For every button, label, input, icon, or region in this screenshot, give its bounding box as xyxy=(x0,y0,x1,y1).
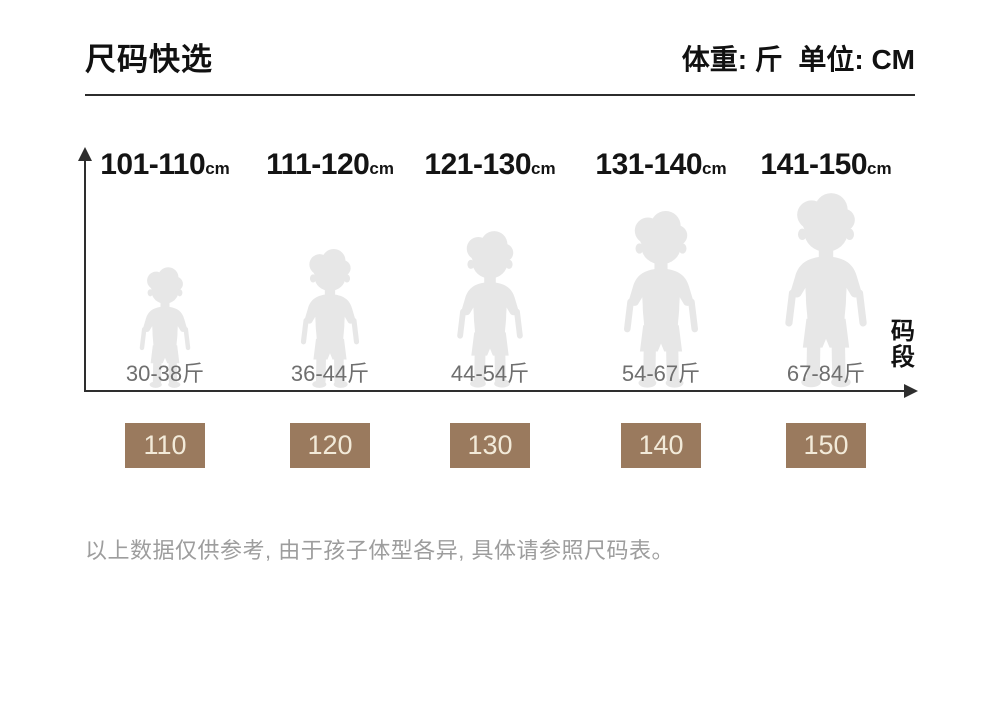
weight-range-label: 44-54斤 xyxy=(450,361,530,386)
weight-range-label: 54-67斤 xyxy=(621,361,701,386)
height-range-value: 121-130 xyxy=(424,148,532,181)
y-axis-arrow-up-icon xyxy=(78,147,92,161)
size-column: 101-110cm 30-38斤 110 xyxy=(85,140,245,480)
size-button[interactable]: 120 xyxy=(290,423,370,468)
header-divider xyxy=(85,94,915,96)
x-axis-label: 码段 xyxy=(886,318,914,370)
x-axis-arrow-right-icon xyxy=(904,384,918,398)
height-range-value: 111-120 xyxy=(266,148,370,181)
y-axis-line xyxy=(84,160,86,391)
weight-range-label: 36-44斤 xyxy=(290,361,370,386)
weight-range-label: 67-84斤 xyxy=(786,361,866,386)
size-button[interactable]: 140 xyxy=(621,423,701,468)
size-button[interactable]: 110 xyxy=(125,423,205,468)
height-unit-label: cm xyxy=(205,159,230,178)
size-column: 131-140cm 54-67斤 140 xyxy=(581,140,741,480)
height-range-label: 141-150cm xyxy=(746,148,906,182)
page-title: 尺码快选 xyxy=(85,42,213,77)
height-range-value: 131-140 xyxy=(595,148,703,181)
height-range-label: 101-110cm xyxy=(85,148,245,182)
height-range-value: 101-110 xyxy=(100,148,206,181)
size-button[interactable]: 150 xyxy=(786,423,866,468)
height-range-value: 141-150 xyxy=(760,148,868,181)
height-unit-label: cm xyxy=(867,159,892,178)
height-unit-label: cm xyxy=(369,159,394,178)
height-range-label: 111-120cm xyxy=(250,148,410,182)
size-column: 111-120cm 36-44斤 120 xyxy=(250,140,410,480)
weight-range-label: 30-38斤 xyxy=(125,361,205,386)
x-axis-line xyxy=(84,390,906,392)
units-label: 体重: 斤 单位: CM xyxy=(681,44,915,75)
height-range-label: 131-140cm xyxy=(581,148,741,182)
size-column: 141-150cm 67-84斤 150 xyxy=(746,140,906,480)
height-unit-label: cm xyxy=(702,159,727,178)
height-unit-label: cm xyxy=(531,159,556,178)
size-column: 121-130cm 44-54斤 130 xyxy=(410,140,570,480)
size-button[interactable]: 130 xyxy=(450,423,530,468)
footnote: 以上数据仅供参考, 由于孩子体型各异, 具体请参照尺码表。 xyxy=(85,538,674,563)
height-range-label: 121-130cm xyxy=(410,148,570,182)
